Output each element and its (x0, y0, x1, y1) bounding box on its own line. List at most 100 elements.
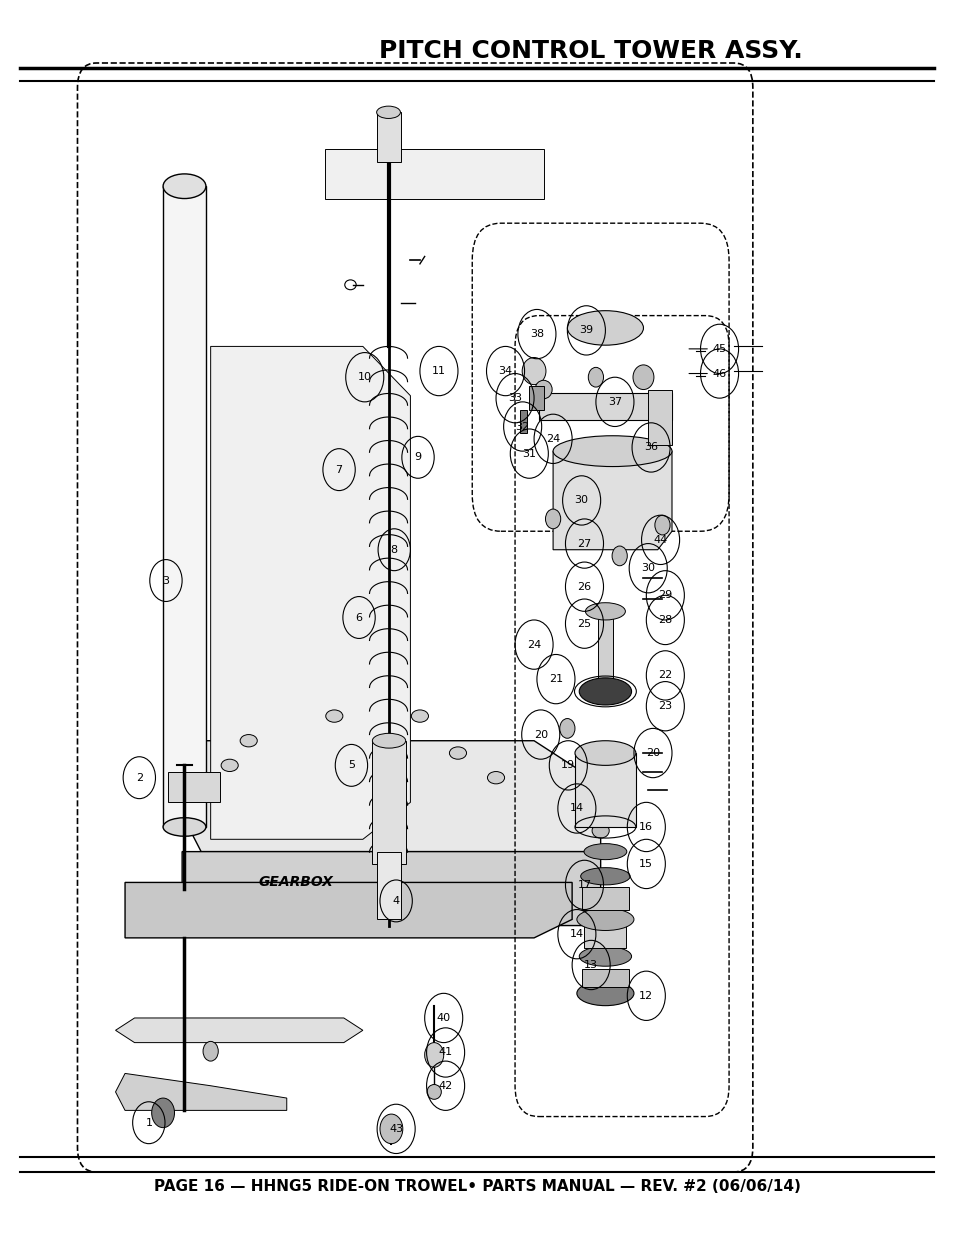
Polygon shape (324, 149, 543, 199)
Text: 17: 17 (577, 879, 591, 890)
Text: 21: 21 (548, 674, 562, 684)
Ellipse shape (240, 735, 257, 747)
Bar (519, 410, 527, 432)
Text: 22: 22 (658, 671, 672, 680)
Text: 42: 42 (438, 1081, 453, 1091)
Text: 26: 26 (577, 582, 591, 592)
Text: 8: 8 (391, 545, 397, 555)
Text: 13: 13 (583, 960, 598, 969)
Ellipse shape (449, 747, 466, 760)
Ellipse shape (577, 981, 634, 1005)
Polygon shape (115, 1073, 287, 1110)
Text: 36: 36 (643, 442, 658, 452)
Ellipse shape (577, 908, 634, 930)
Circle shape (588, 367, 603, 387)
Ellipse shape (575, 741, 636, 766)
Ellipse shape (163, 818, 206, 836)
Text: 14: 14 (569, 804, 583, 814)
Bar (372, 741, 405, 864)
Circle shape (654, 515, 669, 535)
Text: 23: 23 (658, 701, 672, 711)
Text: 14: 14 (569, 929, 583, 939)
Ellipse shape (487, 772, 504, 784)
Text: GEARBOX: GEARBOX (258, 876, 333, 889)
Ellipse shape (372, 734, 405, 748)
Ellipse shape (221, 760, 238, 772)
Text: 6: 6 (355, 613, 362, 622)
Circle shape (203, 1041, 218, 1061)
Ellipse shape (583, 844, 626, 860)
Polygon shape (125, 883, 572, 937)
Text: 37: 37 (607, 396, 621, 406)
Text: PAGE 16 — HHNG5 RIDE-ON TROWEL• PARTS MANUAL — REV. #2 (06/06/14): PAGE 16 — HHNG5 RIDE-ON TROWEL• PARTS MA… (153, 1179, 800, 1194)
Circle shape (612, 546, 627, 566)
Text: 19: 19 (560, 761, 575, 771)
Text: 27: 27 (577, 538, 591, 548)
Bar (529, 385, 543, 410)
Text: PITCH CONTROL TOWER ASSY.: PITCH CONTROL TOWER ASSY. (379, 38, 802, 63)
Ellipse shape (553, 436, 671, 467)
Polygon shape (115, 1018, 362, 1042)
Polygon shape (575, 753, 636, 827)
Text: 46: 46 (712, 368, 726, 378)
Ellipse shape (578, 678, 631, 705)
Circle shape (379, 1114, 402, 1144)
Bar (376, 852, 400, 919)
Ellipse shape (411, 710, 428, 722)
Bar (584, 925, 626, 947)
Text: 33: 33 (508, 393, 521, 403)
Text: 16: 16 (639, 823, 653, 832)
Text: 9: 9 (414, 452, 421, 462)
Circle shape (559, 719, 575, 739)
Text: 29: 29 (658, 590, 672, 600)
Ellipse shape (535, 380, 552, 399)
Ellipse shape (578, 946, 631, 966)
Text: 20: 20 (645, 748, 659, 758)
Bar (168, 772, 220, 803)
Text: 31: 31 (522, 448, 536, 458)
Ellipse shape (592, 824, 609, 839)
Text: 30: 30 (574, 495, 588, 505)
Text: 41: 41 (438, 1047, 452, 1057)
Ellipse shape (325, 710, 342, 722)
Text: 34: 34 (498, 366, 512, 375)
Text: 40: 40 (436, 1013, 451, 1023)
Text: 24: 24 (545, 433, 559, 443)
Text: 25: 25 (577, 619, 591, 629)
Text: 1: 1 (145, 1118, 152, 1128)
Polygon shape (553, 451, 671, 550)
Ellipse shape (427, 1084, 441, 1099)
Polygon shape (182, 741, 600, 852)
Text: 4: 4 (393, 895, 399, 906)
Ellipse shape (521, 357, 545, 384)
Text: 12: 12 (639, 990, 653, 1000)
Ellipse shape (424, 1042, 443, 1067)
Bar (376, 112, 400, 162)
Circle shape (152, 1098, 174, 1128)
Bar (538, 393, 671, 420)
Ellipse shape (633, 364, 653, 389)
Bar (163, 186, 206, 827)
Bar (581, 888, 629, 909)
Text: 28: 28 (658, 615, 672, 625)
Text: 24: 24 (526, 640, 540, 650)
Text: 2: 2 (135, 773, 143, 783)
Text: 20: 20 (533, 730, 547, 740)
Polygon shape (182, 852, 600, 925)
Text: 3: 3 (162, 576, 170, 585)
Bar (581, 968, 629, 987)
Text: 39: 39 (578, 325, 593, 336)
Bar (598, 618, 613, 685)
Text: 10: 10 (357, 372, 372, 382)
Text: 5: 5 (348, 761, 355, 771)
Text: 32: 32 (515, 421, 529, 431)
Circle shape (545, 509, 560, 529)
Text: 44: 44 (653, 535, 667, 545)
Text: 38: 38 (529, 329, 543, 340)
Ellipse shape (567, 311, 642, 345)
Text: 45: 45 (712, 343, 726, 354)
Text: 11: 11 (432, 366, 445, 375)
Text: 15: 15 (639, 860, 653, 869)
Ellipse shape (585, 603, 625, 620)
Bar (647, 389, 671, 445)
